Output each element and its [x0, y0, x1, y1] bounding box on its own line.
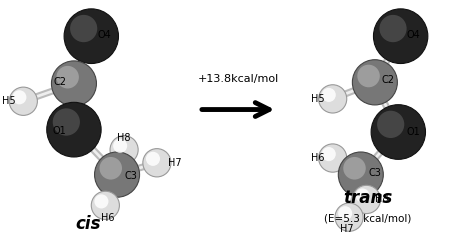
- Ellipse shape: [380, 15, 407, 42]
- Text: H7: H7: [168, 158, 182, 168]
- Ellipse shape: [52, 61, 96, 106]
- Text: C3: C3: [368, 169, 381, 178]
- Ellipse shape: [377, 111, 404, 138]
- Text: +13.8kcal/mol: +13.8kcal/mol: [198, 74, 279, 84]
- Ellipse shape: [70, 15, 97, 42]
- Ellipse shape: [356, 188, 370, 203]
- Ellipse shape: [322, 88, 336, 102]
- Ellipse shape: [12, 90, 27, 104]
- Text: H8: H8: [118, 134, 131, 144]
- Ellipse shape: [319, 85, 347, 113]
- Ellipse shape: [95, 152, 139, 197]
- Text: O1: O1: [406, 127, 420, 137]
- Ellipse shape: [335, 203, 363, 231]
- Ellipse shape: [143, 149, 171, 177]
- Ellipse shape: [319, 144, 347, 172]
- Ellipse shape: [322, 147, 336, 161]
- Ellipse shape: [113, 139, 127, 153]
- Text: C2: C2: [54, 77, 66, 87]
- Ellipse shape: [146, 152, 160, 166]
- Ellipse shape: [91, 191, 119, 219]
- Ellipse shape: [56, 66, 79, 89]
- Ellipse shape: [110, 136, 138, 164]
- Text: H8: H8: [374, 194, 388, 204]
- Text: O4: O4: [98, 30, 111, 40]
- Ellipse shape: [100, 157, 122, 180]
- Ellipse shape: [352, 60, 397, 105]
- Text: cis: cis: [75, 215, 101, 233]
- Text: H6: H6: [311, 153, 324, 163]
- Ellipse shape: [343, 157, 366, 180]
- Text: C3: C3: [125, 171, 137, 181]
- Text: O1: O1: [52, 126, 66, 136]
- Ellipse shape: [338, 152, 383, 197]
- Ellipse shape: [371, 105, 426, 159]
- Ellipse shape: [338, 206, 352, 220]
- Text: H6: H6: [101, 213, 114, 223]
- Ellipse shape: [374, 9, 428, 64]
- Ellipse shape: [53, 108, 80, 136]
- Ellipse shape: [94, 194, 109, 208]
- Text: C2: C2: [382, 75, 394, 85]
- Text: trans: trans: [343, 188, 392, 207]
- Text: H5: H5: [1, 96, 15, 106]
- Ellipse shape: [64, 9, 118, 64]
- Ellipse shape: [357, 65, 380, 87]
- Text: O4: O4: [407, 30, 420, 40]
- Text: (E=5.3 kcal/mol): (E=5.3 kcal/mol): [324, 213, 411, 223]
- Text: H5: H5: [311, 94, 325, 104]
- Ellipse shape: [9, 87, 37, 115]
- Ellipse shape: [352, 185, 381, 213]
- Text: H7: H7: [340, 223, 354, 233]
- Ellipse shape: [47, 102, 101, 157]
